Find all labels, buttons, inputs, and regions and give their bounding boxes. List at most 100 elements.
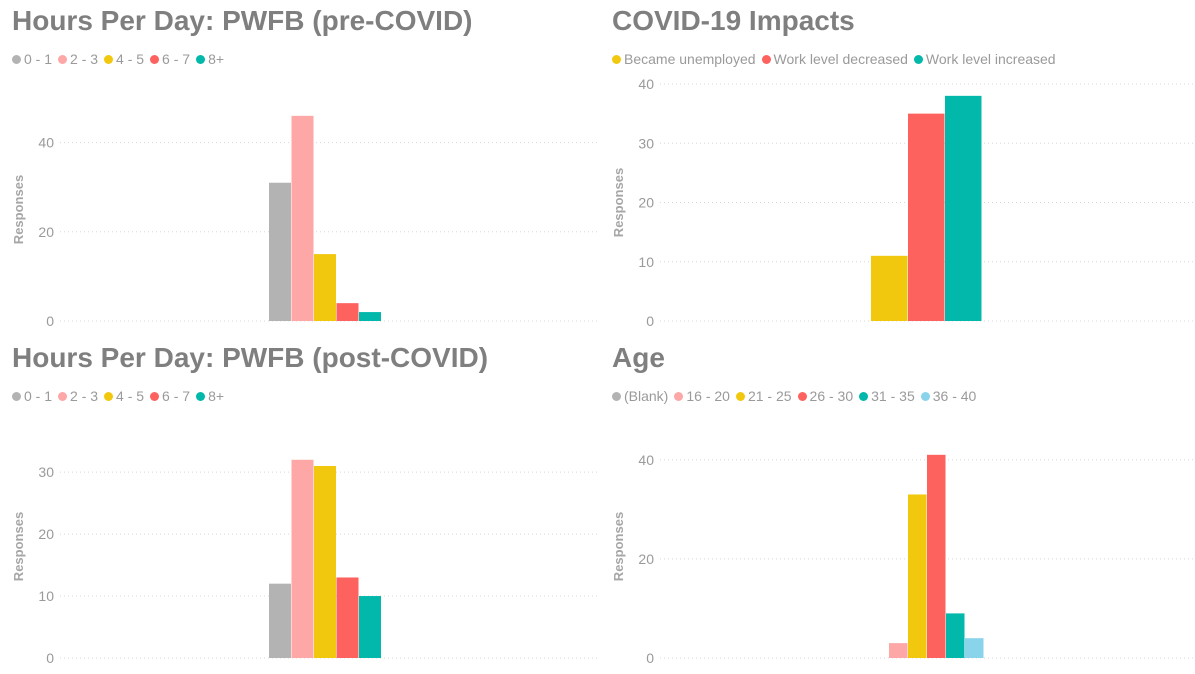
bar-became-unemployed[interactable] bbox=[871, 255, 908, 321]
legend-dot-icon bbox=[58, 54, 68, 64]
legend-dot-icon bbox=[104, 391, 114, 401]
bar-6-7[interactable] bbox=[336, 577, 359, 658]
legend-item[interactable]: 8+ bbox=[196, 388, 224, 404]
bar-6-7[interactable] bbox=[336, 303, 359, 321]
legend-dot-icon bbox=[761, 54, 771, 64]
legend-dot-icon bbox=[735, 391, 745, 401]
legend-dot-icon bbox=[150, 54, 160, 64]
bar-26-30[interactable] bbox=[927, 454, 946, 658]
legend-item[interactable]: 0 - 1 bbox=[12, 51, 52, 67]
legend-label: 6 - 7 bbox=[162, 388, 191, 404]
legend-dot-icon bbox=[797, 391, 807, 401]
legend-dot-icon bbox=[58, 391, 68, 401]
legend-item[interactable]: 26 - 30 bbox=[797, 388, 854, 404]
y-tick-label: 30 bbox=[38, 464, 54, 480]
chart-title: Hours Per Day: PWFB (post-COVID) bbox=[12, 342, 489, 373]
legend-item[interactable]: 21 - 25 bbox=[735, 388, 792, 404]
y-tick-label: 40 bbox=[38, 135, 54, 151]
y-tick-label: 0 bbox=[646, 313, 654, 329]
y-tick-label: 40 bbox=[638, 76, 654, 92]
bar-0-1[interactable] bbox=[269, 583, 291, 658]
legend-label: 4 - 5 bbox=[116, 51, 145, 67]
legend-item[interactable]: 4 - 5 bbox=[104, 51, 144, 67]
legend-item[interactable]: 2 - 3 bbox=[58, 388, 98, 404]
legend-dot-icon bbox=[150, 391, 160, 401]
legend-label: Became unemployed bbox=[624, 51, 756, 67]
legend-item[interactable]: (Blank) bbox=[612, 388, 668, 404]
legend-label: Work level decreased bbox=[773, 51, 908, 67]
legend-item[interactable]: 8+ bbox=[196, 51, 224, 67]
chart-plot: 0 10 20 30 Responses bbox=[11, 459, 597, 666]
bar-8[interactable] bbox=[359, 312, 381, 321]
legend-item[interactable]: 16 - 20 bbox=[674, 388, 730, 404]
y-tick-label: 0 bbox=[646, 650, 654, 666]
legend-item[interactable]: 31 - 35 bbox=[859, 388, 915, 404]
legend-dot-icon bbox=[196, 391, 206, 401]
legend-item[interactable]: Work level decreased bbox=[761, 51, 908, 67]
y-tick-label: 30 bbox=[638, 135, 654, 151]
legend-dot-icon bbox=[920, 391, 930, 401]
chart-panel-post-covid: Hours Per Day: PWFB (post-COVID) 0 - 1 2 … bbox=[11, 337, 597, 674]
bar-2-3[interactable] bbox=[291, 459, 314, 658]
legend-item[interactable]: 6 - 7 bbox=[150, 388, 190, 404]
y-tick-label: 40 bbox=[638, 452, 654, 468]
legend-item[interactable]: 4 - 5 bbox=[104, 388, 144, 404]
legend-label: 2 - 3 bbox=[70, 388, 99, 404]
legend-label: 21 - 25 bbox=[747, 388, 792, 404]
y-axis-label: Responses bbox=[11, 175, 26, 244]
y-tick-label: 20 bbox=[38, 526, 54, 542]
y-tick-label: 20 bbox=[638, 551, 654, 567]
chart-title: Hours Per Day: PWFB (pre-COVID) bbox=[12, 5, 473, 36]
bar-4-5[interactable] bbox=[314, 465, 336, 658]
bar-4-5[interactable] bbox=[314, 254, 336, 321]
legend-label: 8+ bbox=[208, 388, 225, 404]
y-axis-label: Responses bbox=[611, 512, 626, 581]
legend-label: Work level increased bbox=[925, 51, 1056, 67]
bar-0-1[interactable] bbox=[269, 182, 291, 321]
legend-label: (Blank) bbox=[624, 388, 669, 404]
legend-label: 8+ bbox=[208, 51, 225, 67]
legend-label: 2 - 3 bbox=[70, 51, 99, 67]
y-tick-label: 0 bbox=[46, 650, 54, 666]
bar-work-level-increased[interactable] bbox=[945, 95, 982, 321]
legend-dot-icon bbox=[913, 54, 923, 64]
legend-label: 16 - 20 bbox=[686, 388, 730, 404]
legend-label: 31 - 35 bbox=[871, 388, 915, 404]
chart-panel-covid-impacts: COVID-19 Impacts Became unemployed Work l… bbox=[611, 0, 1195, 337]
legend-item[interactable]: 36 - 40 bbox=[920, 388, 977, 404]
y-axis-label: Responses bbox=[11, 512, 26, 581]
bar-36-40[interactable] bbox=[965, 638, 984, 658]
legend-dot-icon bbox=[12, 391, 21, 401]
bar-8[interactable] bbox=[359, 596, 381, 658]
legend-label: 36 - 40 bbox=[932, 388, 977, 404]
legend-item[interactable]: 2 - 3 bbox=[58, 51, 98, 67]
legend-dot-icon bbox=[612, 54, 621, 64]
y-tick-label: 10 bbox=[638, 254, 654, 270]
bar-2-3[interactable] bbox=[291, 115, 314, 321]
legend-item[interactable]: Became unemployed bbox=[612, 51, 756, 67]
y-tick-label: 10 bbox=[38, 588, 54, 604]
legend-item[interactable]: 0 - 1 bbox=[12, 388, 52, 404]
legend-label: 0 - 1 bbox=[24, 51, 53, 67]
y-axis-label: Responses bbox=[611, 168, 626, 237]
bar-work-level-decreased[interactable] bbox=[908, 113, 945, 321]
legend-label: 6 - 7 bbox=[162, 51, 191, 67]
legend-label: 26 - 30 bbox=[809, 388, 854, 404]
bar-21-25[interactable] bbox=[908, 494, 927, 658]
legend-dot-icon bbox=[104, 54, 114, 64]
bar-16-20[interactable] bbox=[889, 643, 908, 658]
legend-item[interactable]: Work level increased bbox=[913, 51, 1056, 67]
legend-label: 0 - 1 bbox=[24, 388, 53, 404]
chart-plot: 0 20 40 Responses bbox=[611, 452, 1195, 666]
chart-legend: 0 - 1 2 - 3 4 - 5 6 - 7 8+ bbox=[12, 51, 230, 67]
chart-plot: 0 20 40 Responses bbox=[11, 115, 597, 329]
chart-legend: Became unemployed Work level decreased Wor… bbox=[612, 51, 1062, 67]
y-tick-label: 0 bbox=[46, 313, 54, 329]
legend-label: 4 - 5 bbox=[116, 388, 145, 404]
chart-panel-age: Age (Blank) 16 - 20 21 - 25 26 - 30 31 - 35 3… bbox=[611, 337, 1195, 674]
chart-legend: 0 - 1 2 - 3 4 - 5 6 - 7 8+ bbox=[12, 388, 230, 404]
bar-31-35[interactable] bbox=[946, 613, 965, 658]
chart-title: Age bbox=[612, 342, 665, 373]
legend-item[interactable]: 6 - 7 bbox=[150, 51, 190, 67]
legend-dot-icon bbox=[196, 54, 206, 64]
